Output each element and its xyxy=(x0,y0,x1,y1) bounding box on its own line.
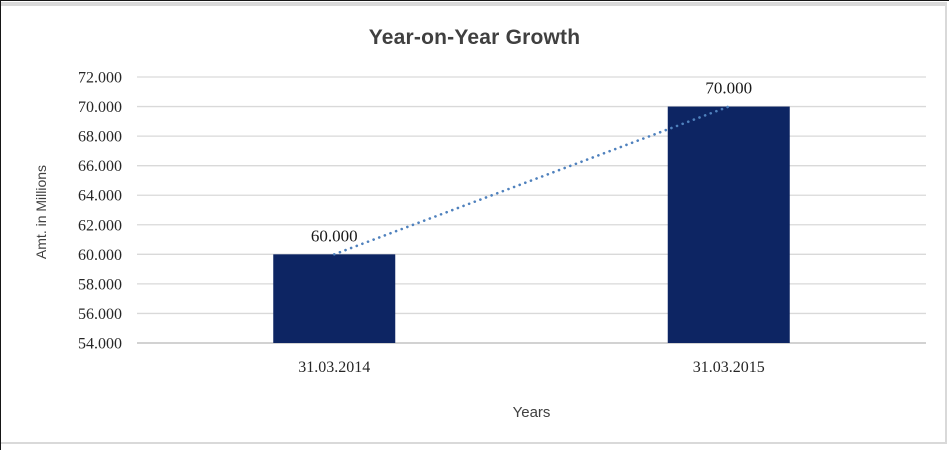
x-category-label-31.03.2015: 31.03.2015 xyxy=(693,359,765,376)
left-edge-line xyxy=(0,0,1,450)
y-tick-label-72.000: 72.000 xyxy=(78,70,122,87)
y-tick-label-68.000: 68.000 xyxy=(78,129,122,146)
y-tick-label-62.000: 62.000 xyxy=(78,217,122,234)
x-axis-title: Years xyxy=(512,404,551,421)
top-edge-line xyxy=(0,0,949,1)
chart-title: Year-on-Year Growth xyxy=(368,26,581,49)
y-tick-label-66.000: 66.000 xyxy=(78,158,122,175)
y-tick-label-60.000: 60.000 xyxy=(78,247,122,264)
bar-31.03.2014[interactable] xyxy=(273,254,396,343)
y-tick-label-64.000: 64.000 xyxy=(78,188,122,205)
y-tick-label-58.000: 58.000 xyxy=(78,276,122,293)
data-label-31.03.2015: 70.000 xyxy=(705,79,752,98)
data-label-31.03.2014: 60.000 xyxy=(311,226,358,245)
bar-31.03.2015[interactable] xyxy=(667,106,790,343)
y-tick-label-54.000: 54.000 xyxy=(78,336,122,353)
y-tick-label-56.000: 56.000 xyxy=(78,306,122,323)
trendline-dotted[interactable] xyxy=(332,105,731,256)
y-tick-label-70.000: 70.000 xyxy=(78,99,122,116)
x-category-label-31.03.2014: 31.03.2014 xyxy=(298,359,370,376)
